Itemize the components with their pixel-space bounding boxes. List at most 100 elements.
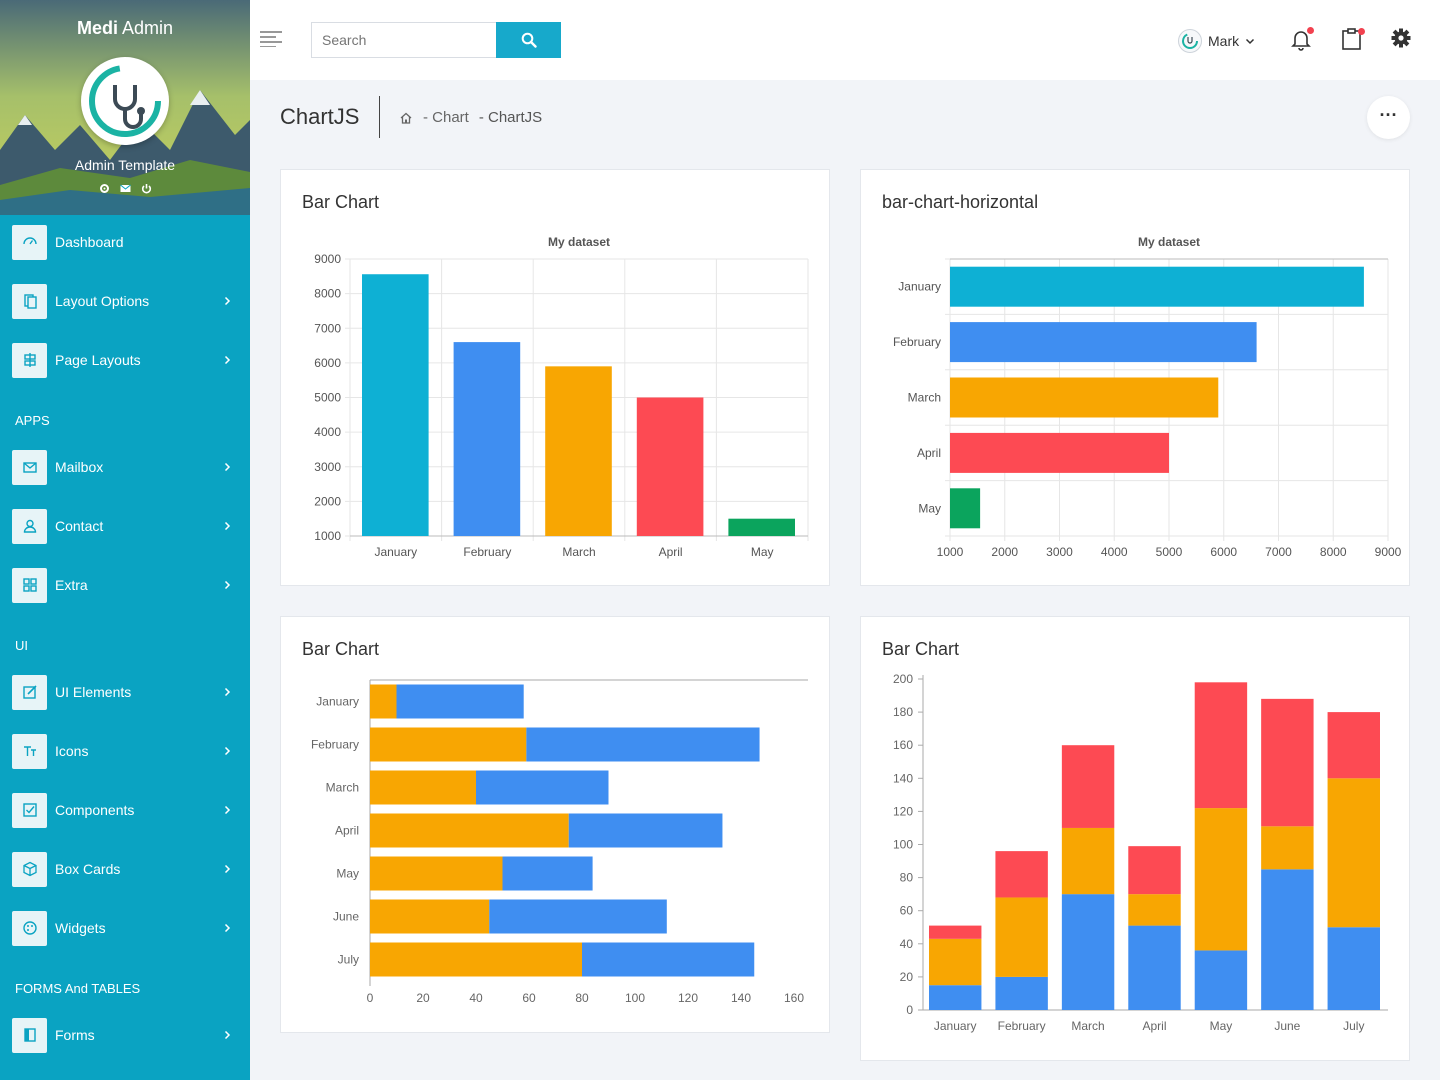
chart-title: My dataset [1138,235,1200,249]
bar-april [950,432,1169,473]
logo [81,57,169,145]
y-tick-label: 9000 [314,252,341,266]
x-tick-label: January [374,545,417,559]
sidebar-item-mailbox[interactable]: Mailbox [0,442,250,492]
forms-icon [12,1017,47,1053]
x-tick-label: 60 [522,991,536,1005]
chevron-right-icon [224,805,231,815]
x-tick-label: 7000 [1265,545,1292,559]
y-tick-label: 8000 [314,287,341,301]
sidebar-item-label: Layout Options [55,293,150,309]
home-icon[interactable] [399,111,413,125]
y-tick-label: 120 [893,804,913,818]
envelope-icon[interactable] [119,181,131,192]
bar-segment-july-0 [370,942,582,977]
x-tick-label: February [463,545,511,559]
x-tick-label: 3000 [1046,545,1073,559]
ellipsis-icon: ··· [1379,105,1398,125]
hamburger-menu-icon[interactable] [260,31,282,47]
y-tick-label: 60 [900,904,914,918]
grid-icon [12,567,47,603]
brand-name[interactable]: Medi Admin [76,18,174,38]
clipboard-button[interactable] [1340,27,1365,51]
gear-icon[interactable] [99,181,110,193]
y-tick-label: 80 [900,871,914,885]
sidebar-item-label: UI Elements [55,684,132,700]
sidebar-item-icons[interactable]: Icons [0,726,250,776]
y-tick-label: 4000 [314,425,341,439]
y-tick-label: May [918,501,941,515]
sidebar-item-box-cards[interactable]: Box Cards [0,844,250,894]
bar-segment-may-2 [1194,682,1248,809]
y-tick-label: February [893,335,941,349]
x-tick-label: July [1343,1019,1364,1033]
sidebar-item-dashboard[interactable]: Dashboard [0,217,250,267]
card-stacked-horizontal-bar-chart: Bar Chart 0 20 40 60 80 100 120 140 160 January Fe… [280,616,830,1033]
y-tick-label: March [326,781,359,795]
sidebar-item-widgets[interactable]: Widgets [0,903,250,953]
y-tick-label: 2000 [314,494,341,508]
bar-segment-july-2 [1327,712,1380,779]
x-tick-label: 6000 [1210,545,1237,559]
bar-segment-june-2 [1261,698,1314,827]
gear-icon [1391,28,1411,48]
y-tick-label: 0 [906,1003,913,1017]
sidebar-item-components[interactable]: Components [0,785,250,835]
sidebar-item-page-layouts[interactable]: Page Layouts [0,335,250,385]
settings-button[interactable] [1390,27,1414,51]
page-layouts-icon [12,342,47,378]
menu-section-ui: UI [15,638,28,653]
bar-segment-february-2 [995,851,1048,898]
x-tick-label: January [934,1019,977,1033]
more-options-button[interactable]: ··· [1367,96,1410,139]
chevron-right-icon [224,462,231,472]
x-tick-label: May [751,545,774,559]
x-tick-label: April [1142,1019,1166,1033]
sidebar-item-layout-options[interactable]: Layout Options [0,276,250,326]
bar-segment-july-1 [582,942,755,977]
x-tick-label: February [998,1019,1046,1033]
notification-bell[interactable] [1289,27,1314,51]
x-tick-label: 160 [784,991,804,1005]
bar-segment-june-0 [1261,869,1314,1010]
y-tick-label: 100 [893,838,913,852]
power-icon[interactable] [141,181,152,194]
x-tick-label: 1000 [937,545,964,559]
x-tick-label: March [562,545,595,559]
breadcrumb-chart[interactable]: - Chart [423,109,469,126]
y-tick-label: 200 [893,672,913,686]
bar-segment-february-0 [370,727,527,762]
bar-may [728,518,795,536]
card-title: Bar Chart [302,192,380,212]
y-tick-label: March [908,391,941,405]
bar-segment-april-0 [1128,925,1181,1010]
search-input[interactable] [311,22,496,58]
chevron-down-icon [1246,38,1255,45]
sidebar-item-extra[interactable]: Extra [0,560,250,610]
bar-segment-april-0 [370,813,569,848]
user-menu[interactable]: Mark [1178,28,1255,54]
layout-icon [12,283,47,319]
bar-segment-july-1 [1327,778,1380,928]
bar-segment-february-1 [526,727,760,762]
x-tick-label: April [659,545,683,559]
sidebar-item-ui-elements[interactable]: UI Elements [0,667,250,717]
sidebar-item-contact[interactable]: Contact [0,501,250,551]
x-tick-label: 9000 [1375,545,1402,559]
clipboard-icon [1342,28,1361,50]
sidebar-item-label: Box Cards [55,861,121,877]
breadcrumb: - Chart - ChartJS [399,109,542,126]
sidebar-item-label: Components [55,802,135,818]
sidebar-item-label: Page Layouts [55,352,141,368]
sidebar-item-label: Widgets [55,920,106,936]
bar-segment-january-1 [396,684,524,719]
chevron-right-icon [224,521,231,531]
bar-segment-may-1 [502,856,593,891]
bar-march [545,366,612,536]
search-button[interactable] [496,22,561,58]
y-tick-label: 3000 [314,460,341,474]
y-tick-label: 5000 [314,391,341,405]
sidebar-item-forms[interactable]: Forms [0,1010,250,1060]
x-tick-label: June [1274,1019,1300,1033]
